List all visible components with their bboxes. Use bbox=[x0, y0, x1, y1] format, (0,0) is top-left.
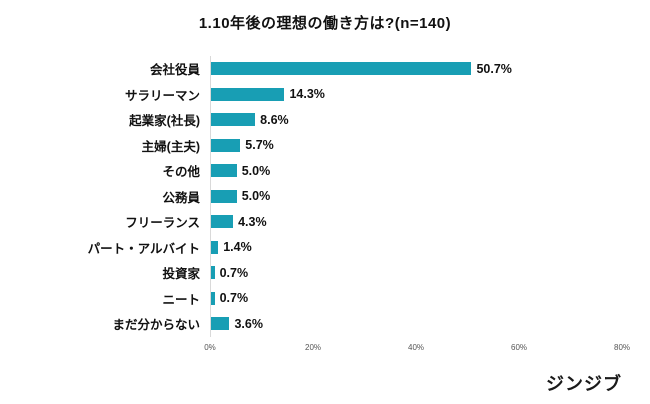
chart-row: その他 5.0% bbox=[0, 158, 650, 184]
value-label: 4.3% bbox=[238, 214, 267, 229]
category-label: まだ分からない bbox=[112, 318, 200, 333]
bar bbox=[211, 189, 237, 203]
chart-row: ニート 0.7% bbox=[0, 285, 650, 311]
bar bbox=[211, 164, 237, 178]
x-tick-label: 60% bbox=[510, 342, 528, 352]
chart-row: サラリーマン 14.3% bbox=[0, 81, 650, 107]
value-label: 3.6% bbox=[234, 316, 263, 331]
plot-area: 5.0% bbox=[210, 183, 622, 209]
value-label: 5.0% bbox=[241, 163, 271, 178]
chart-row: パート・アルバイト 1.4% bbox=[0, 234, 650, 260]
chart-row: 公務員 5.0% bbox=[0, 183, 650, 209]
bar bbox=[211, 240, 219, 254]
chart-row: 主婦(主夫) 5.7% bbox=[0, 132, 650, 158]
bar-chart: 会社役員 50.7% サラリーマン 14.3% 起業家(社長) 8.6% 主婦(主夫) 5.7… bbox=[0, 56, 650, 357]
plot-area: 14.3% bbox=[210, 81, 622, 107]
category-label: その他 bbox=[162, 165, 200, 180]
chart-row: 起業家(社長) 8.6% bbox=[0, 107, 650, 133]
bar bbox=[211, 215, 234, 229]
chart-row: 投資家 0.7% bbox=[0, 260, 650, 286]
bar bbox=[211, 138, 241, 152]
category-label: 会社役員 bbox=[149, 63, 200, 78]
plot-area: 1.4% bbox=[210, 234, 622, 260]
value-label: 14.3% bbox=[289, 87, 325, 102]
brand-logo: ジンジブ bbox=[546, 374, 622, 394]
category-label: サラリーマン bbox=[124, 88, 200, 103]
x-tick-label: 40% bbox=[407, 342, 425, 352]
chart-row: 会社役員 50.7% bbox=[0, 56, 650, 82]
plot-area: 4.3% bbox=[210, 209, 622, 235]
plot-area: 5.7% bbox=[210, 132, 622, 158]
value-label: 5.7% bbox=[245, 138, 274, 153]
category-label: ニート bbox=[162, 292, 200, 307]
category-label: 公務員 bbox=[162, 190, 200, 205]
x-axis: 0% 20% 40% 60% 80% bbox=[204, 342, 630, 357]
plot-area: 3.6% bbox=[210, 311, 622, 337]
bar bbox=[211, 291, 215, 305]
value-label: 50.7% bbox=[476, 61, 512, 76]
bar bbox=[211, 62, 472, 76]
bar bbox=[211, 113, 256, 127]
category-label: 起業家(社長) bbox=[129, 114, 200, 129]
value-label: 0.7% bbox=[219, 291, 249, 306]
plot-area: 8.6% bbox=[210, 107, 622, 133]
bar bbox=[211, 317, 230, 331]
bar-rows: 会社役員 50.7% サラリーマン 14.3% 起業家(社長) 8.6% 主婦(主夫) 5.7… bbox=[0, 56, 650, 337]
category-label: パート・アルバイト bbox=[87, 241, 200, 256]
x-tick-label: 20% bbox=[304, 342, 322, 352]
value-label: 8.6% bbox=[260, 112, 289, 127]
plot-area: 0.7% bbox=[210, 285, 622, 311]
category-label: フリーランス bbox=[125, 216, 200, 231]
x-tick-label: 0% bbox=[204, 342, 216, 352]
chart-row: フリーランス 4.3% bbox=[0, 209, 650, 235]
value-label: 0.7% bbox=[219, 265, 249, 280]
category-label: 投資家 bbox=[162, 267, 200, 282]
x-tick-label: 80% bbox=[613, 342, 631, 352]
value-label: 5.0% bbox=[241, 189, 271, 204]
value-label: 1.4% bbox=[223, 240, 252, 255]
chart-title: 1.10年後の理想の働き方は?(n=140) bbox=[198, 15, 452, 32]
plot-area: 5.0% bbox=[210, 158, 622, 184]
bar bbox=[211, 87, 285, 101]
plot-area: 0.7% bbox=[210, 260, 622, 286]
bar bbox=[211, 266, 215, 280]
plot-area: 50.7% bbox=[210, 56, 622, 82]
chart-row: まだ分からない 3.6% bbox=[0, 311, 650, 337]
category-label: 主婦(主夫) bbox=[141, 139, 200, 154]
